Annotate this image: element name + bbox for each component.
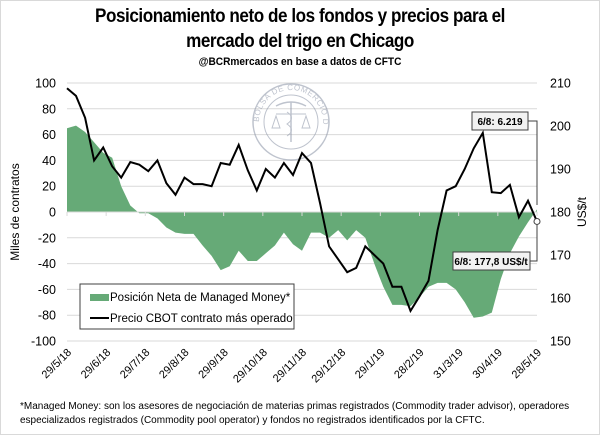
x-tick-label: 31/3/19 <box>431 347 465 381</box>
legend: Posición Neta de Managed Money* Precio C… <box>79 283 295 330</box>
chart-title-line2: mercado del trigo en Chicago <box>186 31 414 52</box>
price-line-series <box>66 87 538 314</box>
y-axis-left-ticks: 100 80 60 40 20 0 -20 -40 -60 -80 -100 <box>31 77 56 349</box>
x-tick-label: 29/8/18 <box>157 347 191 381</box>
footnote: *Managed Money: son los asesores de nego… <box>20 400 590 428</box>
x-axis-tick-labels: 29/5/18 29/6/18 29/7/18 29/8/18 29/9/18 29/10… <box>40 347 544 386</box>
x-tick-label: 30/4/19 <box>471 347 505 381</box>
last-price-marker <box>533 217 541 225</box>
x-tick-label: 29/1/19 <box>353 347 387 381</box>
x-tick-label: 29/6/18 <box>79 347 113 381</box>
y-tick-label: 20 <box>42 180 56 194</box>
callout-price-label: 6/8: 177,8 US$/t <box>454 257 528 268</box>
footnote-line1: *Managed Money: son los asesores de nego… <box>20 401 570 412</box>
x-tick-label: 29/5/18 <box>40 347 74 381</box>
y-tick-label: -40 <box>38 257 56 271</box>
chart-subtitle: @BCRmercados en base a datos de CFTC <box>198 56 402 68</box>
y-axis-right-label: US$/t <box>575 196 589 227</box>
y2-tick-label: 190 <box>550 163 571 177</box>
y-tick-label: 60 <box>42 128 56 142</box>
x-tick-label: 28/5/19 <box>510 347 544 381</box>
y-tick-label: 80 <box>42 102 56 116</box>
y-axis-right-ticks: 210 200 190 180 170 160 150 <box>550 77 571 349</box>
legend-item-net-position: Posición Neta de Managed Money* <box>110 292 291 304</box>
y-tick-label: -20 <box>38 231 56 245</box>
legend-area-swatch <box>90 294 109 301</box>
x-tick-label: 29/12/18 <box>310 347 349 386</box>
y-tick-label: 0 <box>49 206 56 220</box>
price-line <box>66 87 538 314</box>
y2-tick-label: 170 <box>550 249 571 263</box>
legend-item-cbot-price: Precio CBOT contrato más operado <box>110 313 293 325</box>
chart-title-line1: Posicionamiento neto de los fondos y pre… <box>95 6 505 27</box>
y2-tick-label: 200 <box>550 120 571 134</box>
x-tick-label: 29/9/18 <box>196 347 230 381</box>
x-tick-label: 28/2/19 <box>392 347 426 381</box>
net-position-area <box>67 125 537 318</box>
callout-box-price <box>452 251 531 271</box>
net-position-area-series <box>67 125 537 318</box>
callout-box-position <box>471 111 529 131</box>
y2-tick-label: 180 <box>550 206 571 220</box>
y-tick-label: 100 <box>35 77 56 91</box>
y-tick-label: -60 <box>38 283 56 297</box>
y-tick-label: 40 <box>42 154 56 168</box>
footnote-line2: especializados registrados (Commodity po… <box>20 415 485 426</box>
y2-tick-label: 210 <box>550 77 571 91</box>
y-tick-label: -100 <box>31 335 56 349</box>
callout-leader-position <box>528 120 538 205</box>
x-tick-label: 29/11/18 <box>271 347 309 385</box>
y-tick-label: -80 <box>38 309 56 323</box>
x-tick-label: 29/7/18 <box>118 347 152 381</box>
callout-leader-price <box>530 225 538 262</box>
y2-tick-label: 150 <box>550 335 571 349</box>
callout-position-label: 6/8: 6.219 <box>477 117 522 128</box>
y-axis-left-label: Miles de contratos <box>8 163 22 260</box>
y2-tick-label: 160 <box>550 292 571 306</box>
x-tick-label: 29/10/18 <box>231 347 270 386</box>
data-callouts: 6/8: 6.219 6/8: 177,8 US$/t <box>452 111 538 271</box>
x-axis <box>66 211 538 216</box>
